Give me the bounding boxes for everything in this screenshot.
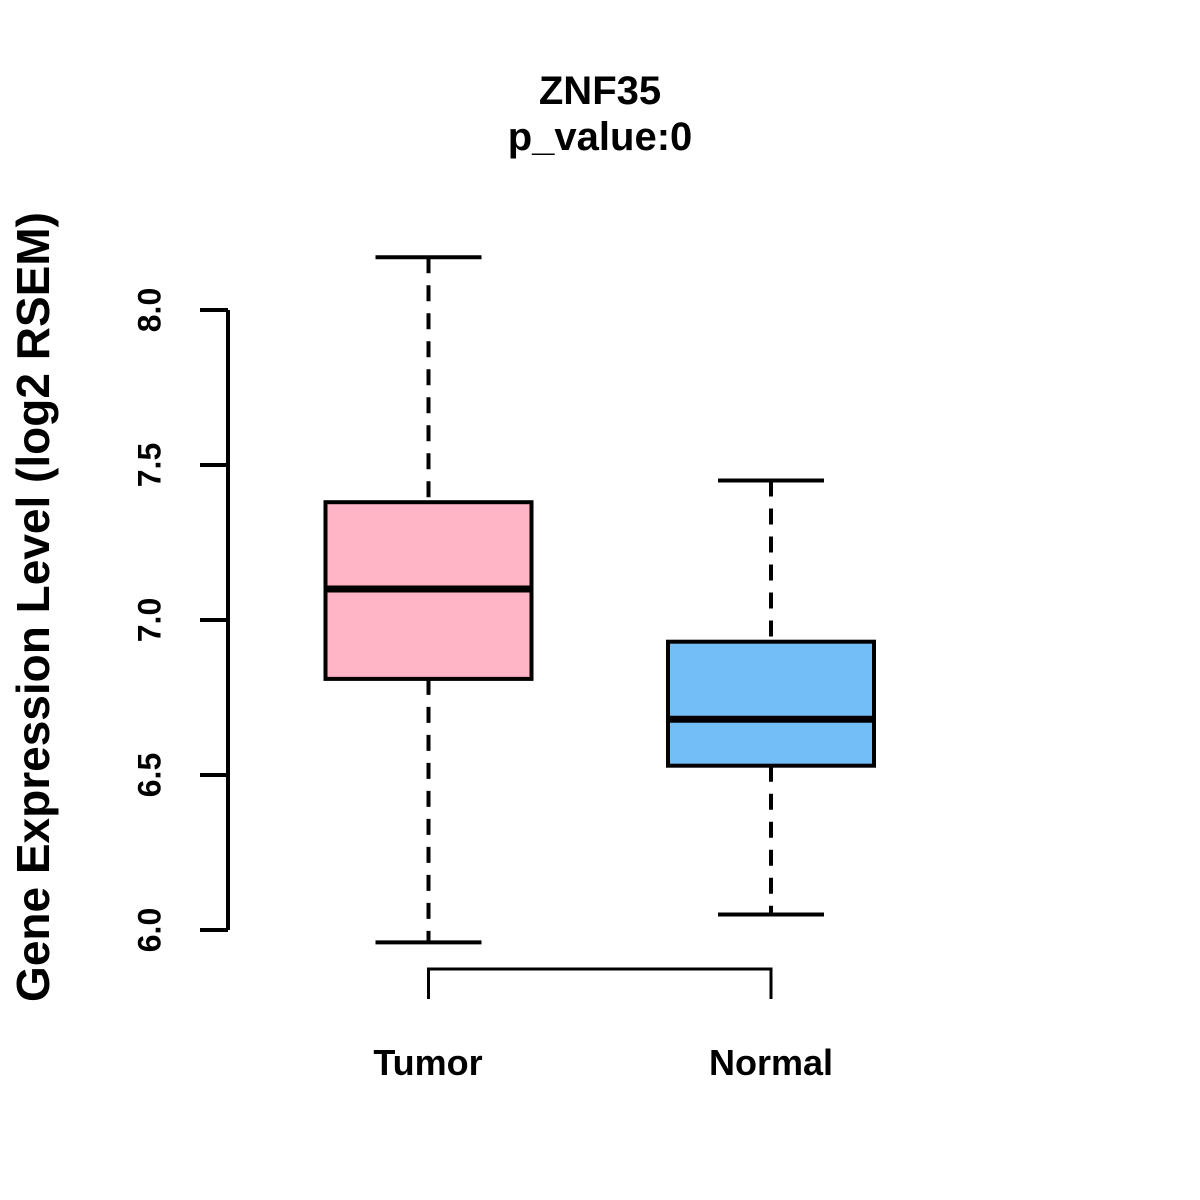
comparison-bracket	[427, 967, 773, 999]
y-tick-label-6.5: 6.5	[131, 752, 168, 798]
y-tick-label-8.0: 8.0	[131, 287, 168, 333]
y-tick-label-7.5: 7.5	[131, 442, 168, 488]
iqr-box-normal	[666, 639, 876, 768]
chart-subtitle: p_value:0	[507, 115, 693, 159]
y-tick-label-7.0: 7.0	[131, 597, 168, 643]
chart-title: ZNF35	[538, 69, 662, 113]
title-block: ZNF35 p_value:0	[0, 68, 1200, 160]
x-axis-label-tumor: Tumor	[373, 1042, 483, 1083]
y-tick-label-6.0: 6.0	[131, 907, 168, 953]
x-axis-label-normal: Normal	[708, 1042, 834, 1083]
